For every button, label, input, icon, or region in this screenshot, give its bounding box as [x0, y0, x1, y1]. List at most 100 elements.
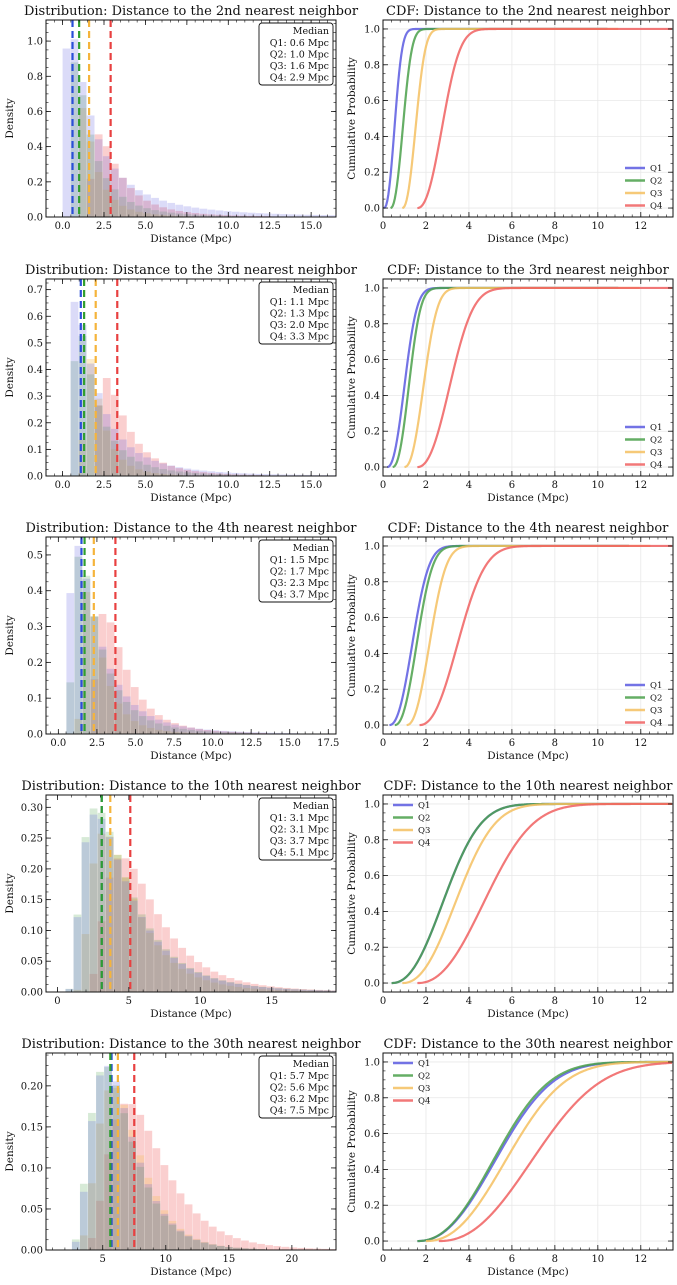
median-legend-box	[258, 281, 334, 345]
histogram-bar-q2	[120, 1113, 129, 1250]
histogram-bar-q1	[208, 1244, 217, 1250]
histogram-bar-q4	[239, 215, 248, 217]
legend-label-q1: Q1	[650, 164, 662, 174]
histogram-bar-q3	[136, 1155, 145, 1250]
x-tick-label: 10	[591, 996, 604, 1007]
median-legend-entry: Q2: 3.1 Mpc	[270, 825, 329, 836]
histogram-bar-q4	[242, 982, 251, 992]
histogram-bar-q2	[299, 989, 307, 992]
histogram-bar-q4	[223, 473, 232, 476]
cdf-line-q4	[417, 802, 672, 985]
x-tick-label: 8	[552, 996, 558, 1007]
histogram-bar-q4	[102, 378, 111, 476]
x-tick-label: 2	[423, 221, 429, 232]
y-tick-label: 0.4	[364, 391, 380, 402]
histogram-bar-q1	[130, 704, 139, 734]
histogram-bar-q1	[255, 473, 264, 476]
x-tick-label: 10	[591, 1254, 604, 1265]
histogram-bar-q3	[184, 1234, 193, 1250]
histogram-bar-q1	[160, 1213, 169, 1250]
histogram-bar-q1	[96, 1075, 104, 1250]
histogram-bar-q4	[96, 1200, 104, 1250]
histogram-bar-q4	[208, 1226, 217, 1250]
histogram-bar-q4	[247, 474, 256, 476]
histogram-bar-q2	[226, 982, 235, 992]
histogram-bar-q1	[65, 988, 74, 992]
histogram-bar-q4	[258, 985, 267, 992]
histogram-bar-q3	[89, 863, 98, 992]
histogram-bar-q2	[110, 189, 119, 217]
histogram-bar-q3	[122, 714, 131, 734]
histogram-bar-q1	[163, 722, 171, 734]
x-tick-label: 8	[552, 738, 558, 749]
cdf-line-q3	[404, 286, 640, 469]
histogram-bar-q1	[288, 474, 296, 476]
y-tick-label: 0.25	[21, 834, 43, 845]
x-tick-label: 12.5	[240, 738, 262, 749]
histogram-bar-q4	[110, 163, 119, 217]
y-tick-label: 0.8	[364, 577, 380, 588]
median-legend-title: Median	[293, 1059, 329, 1070]
histogram-bar-q1	[234, 983, 243, 992]
histogram-bar-q4	[231, 215, 240, 217]
histogram-bar-q2	[98, 649, 107, 734]
histogram-bar-q4	[143, 200, 151, 217]
histogram-bar-q2	[291, 989, 299, 992]
histogram-bar-q1	[146, 716, 155, 734]
histogram-bar-q4	[128, 1104, 137, 1250]
cdf-line-q4	[417, 286, 672, 469]
histogram-bar-q4	[160, 1165, 169, 1250]
histogram-bar-q4	[163, 719, 171, 734]
histogram-bar-q1	[86, 115, 95, 217]
histogram-bar-q2	[194, 972, 203, 992]
histogram-bar-q4	[122, 669, 131, 734]
histogram-bar-q1	[112, 1081, 120, 1250]
histogram-bar-q3	[291, 990, 299, 992]
histogram-bar-q4	[113, 858, 122, 992]
y-axis-label: Cumulative Probability	[346, 1090, 358, 1213]
histogram-bar-q2	[86, 134, 95, 217]
histogram-bar-q2	[183, 472, 192, 476]
x-tick-label: 10	[591, 738, 604, 749]
histogram-bar-q4	[146, 899, 154, 992]
histogram-bar-q4	[223, 215, 232, 217]
x-tick-label: 6	[509, 480, 515, 491]
y-tick-label: 0.4	[27, 142, 43, 153]
histogram-bar-q4	[118, 415, 127, 476]
histogram-bar-q4	[215, 214, 224, 217]
histogram-bar-q4	[105, 877, 114, 992]
chart-title: Distribution: Distance to the 2nd neares…	[24, 4, 359, 19]
histogram-bar-q4	[151, 458, 159, 476]
histogram-bar-q1	[71, 1241, 80, 1250]
x-tick-label: 15.0	[279, 738, 301, 749]
y-tick-label: 0.8	[27, 72, 43, 83]
histogram-bar-q2	[102, 426, 111, 476]
x-tick-label: 8	[552, 221, 558, 232]
histogram-bar-q2	[218, 980, 227, 992]
x-tick-label: 0	[380, 480, 386, 491]
x-tick-label: 4	[466, 221, 472, 232]
x-tick-label: 12	[634, 1254, 647, 1265]
legend-label-q4: Q4	[650, 719, 662, 729]
histogram-bar-q2	[186, 967, 195, 992]
y-tick-label: 0.2	[364, 1201, 380, 1212]
x-tick-label: 10	[591, 480, 604, 491]
axes-frame	[382, 794, 674, 993]
histogram-bar-q3	[299, 990, 307, 992]
histogram-bar-q1	[328, 215, 336, 217]
histogram-bar-q4	[235, 732, 244, 734]
histogram-bar-q4	[227, 731, 236, 734]
histogram-bar-q1	[299, 989, 307, 992]
histogram-bar-q2	[70, 62, 79, 217]
y-axis-label: Cumulative Probability	[346, 832, 358, 955]
legend-label-q2: Q2	[418, 814, 430, 824]
histogram-bar-q1	[215, 210, 224, 217]
histogram-bar-q3	[163, 731, 171, 734]
histogram-bar-q2	[143, 208, 151, 217]
histogram-bar-q2	[184, 1236, 193, 1250]
median-legend-title: Median	[293, 801, 329, 812]
x-axis-label: Distance (Mpc)	[487, 1008, 568, 1020]
histogram-bar-q3	[146, 727, 155, 734]
x-tick-label: 0	[380, 738, 386, 749]
